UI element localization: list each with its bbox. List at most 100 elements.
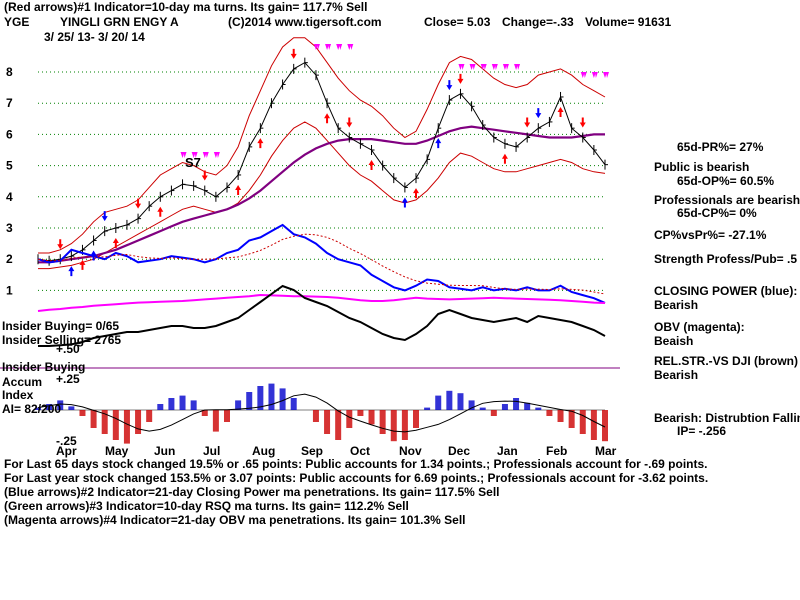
sell-arrow: [101, 211, 108, 222]
obv-signal-marker: [336, 44, 341, 50]
accum-bar-positive: [257, 386, 264, 410]
footer-line-1: For Last 65 days stock changed 19.5% or …: [4, 457, 708, 471]
y-tick-label: 8: [6, 65, 13, 79]
obv-signal-marker: [194, 152, 198, 158]
accum-bar-negative: [324, 410, 331, 434]
accum-bar-negative: [335, 410, 342, 440]
volume-value: Volume= 91631: [585, 15, 672, 29]
accum-bar-positive: [46, 404, 53, 410]
company-name: YINGLI GRN ENGY A: [60, 15, 179, 29]
buy-arrow: [324, 113, 331, 124]
obv-signal-marker: [325, 44, 330, 50]
accum-bar-positive: [424, 407, 431, 410]
close-price: Close= 5.03: [424, 15, 491, 29]
accum-bar-positive: [457, 393, 464, 410]
obv-signal-marker: [205, 152, 209, 158]
buy-arrow: [435, 138, 442, 149]
y-tick-label: 5: [6, 159, 13, 173]
obv-signal-marker: [514, 64, 519, 70]
s7-label: S7: [185, 155, 201, 170]
accum-bar-positive: [468, 400, 475, 410]
sell-arrow: [524, 117, 531, 128]
professionals-label: Professionals are bearish: [654, 193, 800, 207]
obv-line: [37, 293, 606, 312]
sell-arrow: [135, 198, 142, 209]
obv-signal-marker: [480, 64, 485, 70]
accum-bar-negative: [135, 410, 142, 434]
accum-bar-negative: [312, 410, 319, 422]
accum-bar-negative: [146, 410, 153, 422]
buy-arrow: [157, 206, 164, 217]
relstr-label: REL.STR.-VS DJI (brown): [654, 354, 798, 368]
obv-signal-marker: [502, 64, 507, 70]
accum-bar-negative: [212, 410, 219, 432]
accum-bar-negative: [579, 410, 586, 434]
accum-bar-positive: [513, 398, 520, 410]
accum-bar-negative: [201, 410, 208, 416]
buy-arrow: [68, 266, 75, 277]
obv-signal-marker: [505, 64, 509, 70]
obv-signal-marker: [202, 152, 207, 158]
insider-buying-label-2: Insider Buying: [2, 360, 86, 374]
accum-bar-positive: [446, 390, 453, 410]
accum-bar-positive: [68, 406, 75, 410]
sell-arrow: [579, 117, 586, 128]
obv-signal-marker: [216, 152, 220, 158]
accum-bar-positive: [279, 388, 286, 410]
accum-bar-negative: [357, 410, 364, 416]
accum-bar-positive: [435, 395, 442, 410]
obv-signal-marker: [469, 64, 474, 70]
accum-bar-negative: [568, 410, 575, 428]
obv-label: OBV (magenta):: [654, 320, 745, 334]
obv-signal-marker: [183, 152, 187, 158]
obv-signal-marker: [472, 64, 476, 70]
accum-bar-negative: [490, 410, 497, 416]
x-tick-label: Feb: [546, 444, 567, 458]
x-tick-label: Jul: [203, 444, 220, 458]
footer-line-3: (Blue arrows)#2 Indicator=21-day Closing…: [4, 485, 500, 499]
obv-signal-marker: [339, 44, 343, 50]
y-tick-label: 2: [6, 252, 13, 266]
relstr-line: [38, 284, 606, 347]
x-tick-label: Nov: [399, 444, 422, 458]
buy-arrow: [557, 106, 564, 117]
closing-power-ma-line: [37, 233, 606, 295]
sell-arrow: [201, 170, 208, 181]
copyright: (C)2014 www.tigersoft.com: [228, 15, 382, 29]
obv-signal-marker: [591, 72, 596, 78]
closing-power-value: Bearish: [654, 298, 699, 312]
accum-bar-negative: [101, 410, 108, 434]
sell-arrow: [535, 108, 542, 119]
obv-signal-marker: [603, 72, 607, 78]
sell-arrow: [290, 48, 297, 59]
x-tick-label: May: [105, 444, 129, 458]
accum-tick-plus25: +.25: [56, 372, 80, 386]
sell-arrow: [346, 117, 353, 128]
accum-bar-negative: [557, 410, 564, 422]
y-tick-label: 3: [6, 221, 13, 235]
accum-bar-positive: [179, 395, 186, 410]
obv-signal-marker: [594, 72, 598, 78]
accum-bar-negative: [368, 410, 375, 425]
accum-bar-negative: [546, 410, 553, 416]
footer-line-2: For Last year stock changed 153.5% or 3.…: [4, 471, 709, 485]
ip-label: IP= -.256: [677, 424, 727, 438]
buy-arrow: [79, 259, 86, 270]
relstr-value: Bearish: [654, 368, 699, 382]
accum-bar-positive: [501, 404, 508, 410]
change-value: Change=-.33: [502, 15, 574, 29]
accum-label: Accum: [2, 375, 43, 389]
accum-bar-negative: [590, 410, 597, 440]
accum-bar-negative: [602, 410, 608, 442]
obv-signal-marker: [458, 64, 463, 70]
buy-arrow: [112, 238, 119, 248]
ticker: YGE: [4, 15, 30, 29]
obv-signal-marker: [328, 44, 332, 50]
accum-bar-positive: [168, 398, 175, 410]
obv-signal-marker: [213, 152, 218, 158]
accum-bar-negative: [346, 410, 353, 428]
cpvspr-label: CP%vsPr%= -27.1%: [654, 228, 767, 242]
accum-bar-positive: [290, 398, 297, 410]
accum-bar-positive: [235, 400, 242, 410]
